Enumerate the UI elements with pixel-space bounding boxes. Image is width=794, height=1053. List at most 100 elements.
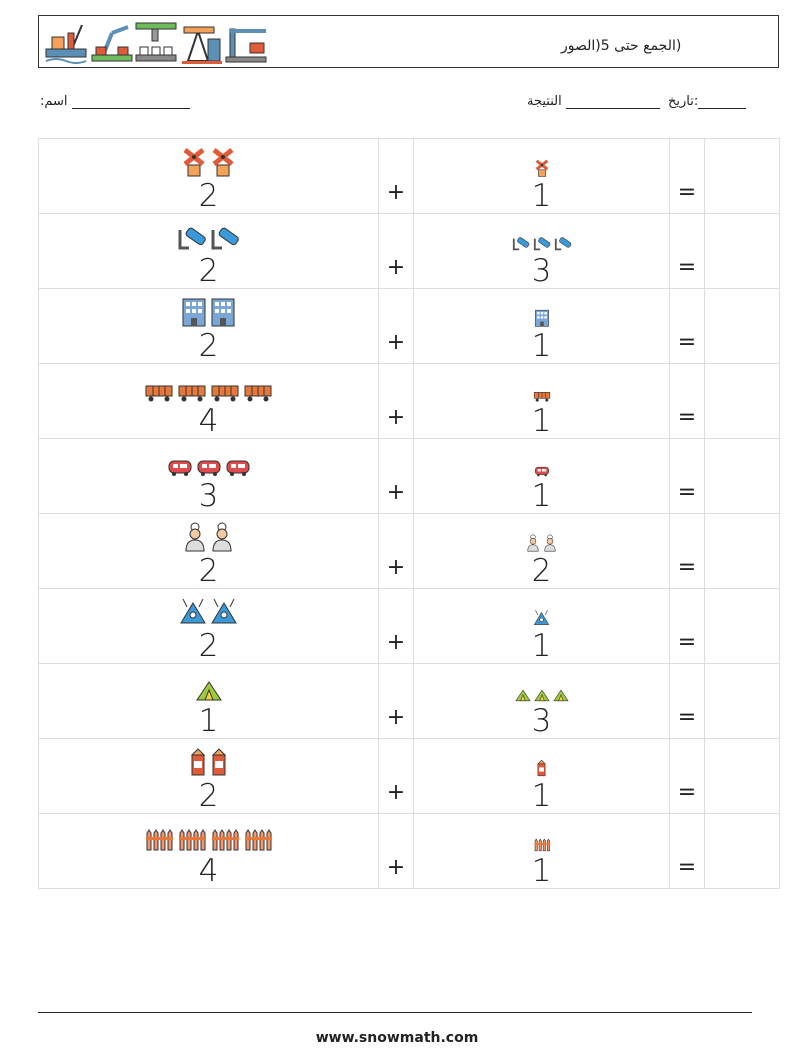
addend-b-number: 1	[531, 328, 552, 364]
date-label: :تاريخ	[667, 94, 699, 109]
oil-pump-icon	[182, 26, 222, 64]
robot-arm-icon	[91, 25, 133, 62]
milk-carton-icon	[189, 747, 207, 781]
addend-b-number: 1	[531, 778, 552, 814]
answer-cell[interactable]	[704, 588, 780, 664]
result-label: النتيجة	[527, 94, 562, 109]
addend-b-cell: 3	[413, 213, 670, 289]
addend-b-cell: 1	[413, 588, 670, 664]
answer-cell[interactable]	[704, 738, 780, 814]
building-icon	[181, 297, 207, 331]
equals-cell: =	[669, 663, 705, 739]
plus-sign: +	[386, 555, 406, 580]
addend-b-icons	[414, 147, 669, 181]
answer-cell[interactable]	[704, 513, 780, 589]
addend-b-number: 3	[531, 253, 552, 289]
addend-a-number: 3	[198, 478, 219, 514]
equals-cell: =	[669, 588, 705, 664]
addend-a-cell: 2	[38, 288, 379, 364]
date-blank[interactable]	[698, 95, 747, 109]
chef-icon	[543, 534, 557, 556]
answer-cell[interactable]	[704, 663, 780, 739]
addend-b-cell: 1	[413, 288, 670, 364]
plus-cell: +	[378, 813, 414, 889]
fence-icon	[533, 837, 551, 856]
addend-a-number: 4	[198, 403, 219, 439]
worksheet-title: (الجمع حتى 5(الصور	[561, 38, 682, 54]
tent-icon	[195, 680, 222, 706]
addend-b-icons	[414, 447, 669, 481]
problem-row: 1 + 3 =	[38, 663, 780, 739]
pipe-icon	[512, 236, 530, 256]
name-line: :اسم	[40, 94, 190, 109]
freight-wagon-icon	[210, 384, 240, 406]
equals-cell: =	[669, 288, 705, 364]
addend-b-cell: 1	[413, 813, 670, 889]
addend-b-cell: 2	[413, 513, 670, 589]
addend-b-icons	[414, 522, 669, 556]
robot-icon	[210, 597, 238, 631]
name-label: :اسم	[40, 94, 68, 109]
addend-a-icons	[39, 222, 378, 256]
answer-cell[interactable]	[704, 288, 780, 364]
addend-b-number: 1	[531, 628, 552, 664]
answer-cell[interactable]	[704, 438, 780, 514]
header-box: (الجمع حتى 5(الصور	[38, 15, 779, 68]
tram-icon	[167, 459, 193, 481]
chef-icon	[210, 522, 234, 556]
answer-cell[interactable]	[704, 813, 780, 889]
plus-sign: +	[386, 180, 406, 205]
building-icon	[210, 297, 236, 331]
date-result-line: :تاريخ النتيجة	[527, 94, 747, 109]
plus-sign: +	[386, 855, 406, 880]
equals-cell: =	[669, 438, 705, 514]
problem-row: 2 + 1 =	[38, 588, 780, 664]
result-blank[interactable]	[565, 95, 660, 109]
addend-b-icons	[414, 672, 669, 706]
addend-b-number: 1	[531, 478, 552, 514]
addend-b-number: 3	[531, 703, 552, 739]
addend-a-icons	[39, 522, 378, 556]
addend-a-icons	[39, 147, 378, 181]
tent-icon	[514, 687, 531, 706]
offshore-rig-icon	[45, 24, 87, 64]
plus-sign: +	[386, 330, 406, 355]
windmill-icon	[181, 147, 207, 181]
addend-b-icons	[414, 222, 669, 256]
equals-sign: =	[677, 255, 697, 280]
footer-rule	[38, 1012, 752, 1013]
windmill-icon	[210, 147, 236, 181]
answer-cell[interactable]	[704, 138, 780, 214]
addend-a-number: 2	[198, 253, 219, 289]
robot-icon	[533, 609, 550, 631]
equals-sign: =	[677, 780, 697, 805]
problem-row: 2 + 1 =	[38, 738, 780, 814]
addend-a-icons	[39, 597, 378, 631]
addend-a-cell: 4	[38, 813, 379, 889]
answer-cell[interactable]	[704, 363, 780, 439]
plus-cell: +	[378, 588, 414, 664]
addend-b-icons	[414, 747, 669, 781]
plus-cell: +	[378, 213, 414, 289]
addend-b-icons	[414, 297, 669, 331]
addend-a-number: 1	[198, 703, 219, 739]
name-blank[interactable]	[71, 95, 190, 109]
addend-a-cell: 2	[38, 588, 379, 664]
addend-b-number: 2	[531, 553, 552, 589]
plus-cell: +	[378, 738, 414, 814]
addend-a-number: 2	[198, 178, 219, 214]
answer-cell[interactable]	[704, 213, 780, 289]
addend-b-icons	[414, 597, 669, 631]
problem-row: 4 + 1 =	[38, 363, 780, 439]
fence-icon	[243, 828, 273, 856]
equals-sign: =	[677, 855, 697, 880]
equals-sign: =	[677, 480, 697, 505]
equals-sign: =	[677, 555, 697, 580]
plus-cell: +	[378, 138, 414, 214]
problems-table: 2 + 1 = 2 + 3 =	[38, 138, 780, 889]
footer-url[interactable]: www.snowmath.com	[315, 1030, 479, 1046]
addend-a-number: 2	[198, 328, 219, 364]
equals-sign: =	[677, 630, 697, 655]
plus-sign: +	[386, 630, 406, 655]
freight-wagon-icon	[243, 384, 273, 406]
